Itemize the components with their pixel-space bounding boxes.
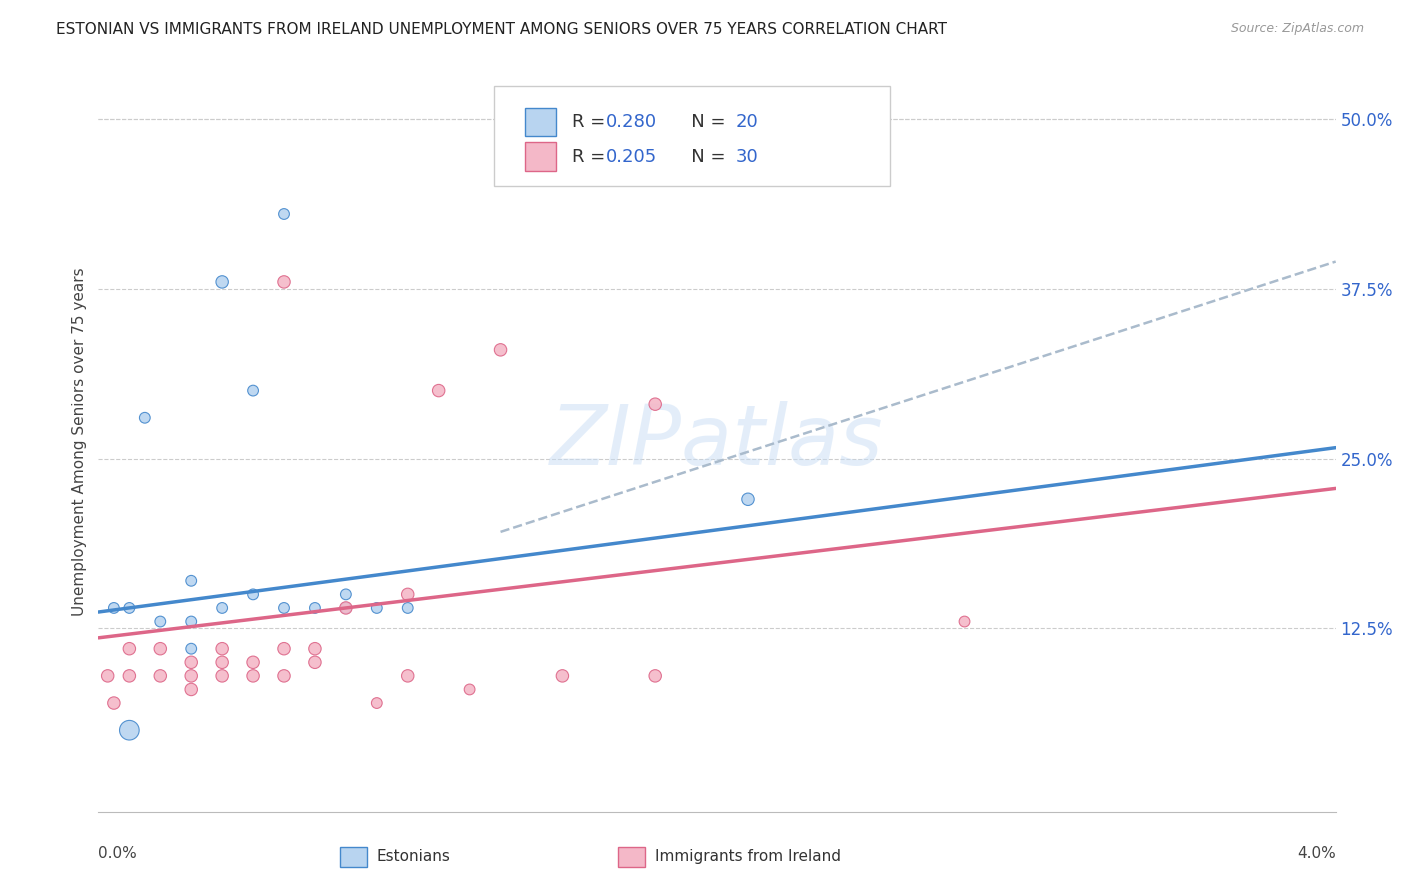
Text: 4.0%: 4.0% xyxy=(1296,846,1336,861)
Point xyxy=(489,343,512,357)
Text: 20: 20 xyxy=(735,112,758,131)
Point xyxy=(644,397,666,411)
Point xyxy=(644,669,666,683)
Point xyxy=(396,669,419,683)
Point xyxy=(211,601,233,615)
Point xyxy=(458,682,481,697)
Point xyxy=(97,669,120,683)
Point xyxy=(396,601,419,615)
Point xyxy=(242,655,264,669)
Point xyxy=(118,641,141,656)
Text: Source: ZipAtlas.com: Source: ZipAtlas.com xyxy=(1230,22,1364,36)
Point xyxy=(149,641,172,656)
Text: R =: R = xyxy=(572,112,612,131)
Point xyxy=(149,615,172,629)
Point xyxy=(242,384,264,398)
FancyBboxPatch shape xyxy=(526,108,557,136)
Text: ESTONIAN VS IMMIGRANTS FROM IRELAND UNEMPLOYMENT AMONG SENIORS OVER 75 YEARS COR: ESTONIAN VS IMMIGRANTS FROM IRELAND UNEM… xyxy=(56,22,948,37)
Point xyxy=(953,615,976,629)
Point xyxy=(304,655,326,669)
Point xyxy=(211,655,233,669)
Point xyxy=(304,641,326,656)
FancyBboxPatch shape xyxy=(619,847,645,867)
Point xyxy=(335,601,357,615)
Point xyxy=(427,384,450,398)
Point xyxy=(134,410,156,425)
Text: 30: 30 xyxy=(735,147,758,166)
Y-axis label: Unemployment Among Seniors over 75 years: Unemployment Among Seniors over 75 years xyxy=(72,268,87,615)
Text: R =: R = xyxy=(572,147,612,166)
Point xyxy=(149,669,172,683)
Point xyxy=(737,492,759,507)
Point xyxy=(335,601,357,615)
Point xyxy=(180,669,202,683)
Text: ZIPatlas: ZIPatlas xyxy=(550,401,884,482)
Point xyxy=(304,601,326,615)
Point xyxy=(211,641,233,656)
FancyBboxPatch shape xyxy=(526,143,557,170)
Point xyxy=(103,696,125,710)
Point xyxy=(118,669,141,683)
Text: 0.205: 0.205 xyxy=(606,147,657,166)
Point xyxy=(242,669,264,683)
Point xyxy=(273,275,295,289)
Point xyxy=(180,655,202,669)
Point xyxy=(273,601,295,615)
FancyBboxPatch shape xyxy=(495,87,890,186)
Text: Estonians: Estonians xyxy=(377,849,451,864)
Point xyxy=(180,615,202,629)
Point xyxy=(551,669,574,683)
Point xyxy=(396,587,419,601)
Text: N =: N = xyxy=(673,147,731,166)
Point xyxy=(273,669,295,683)
Text: Immigrants from Ireland: Immigrants from Ireland xyxy=(655,849,841,864)
Point xyxy=(180,574,202,588)
Point xyxy=(211,669,233,683)
Text: N =: N = xyxy=(673,112,731,131)
Point xyxy=(273,641,295,656)
Point xyxy=(103,601,125,615)
Point xyxy=(118,601,141,615)
Point xyxy=(118,723,141,738)
Point xyxy=(273,207,295,221)
Text: 0.0%: 0.0% xyxy=(98,846,138,861)
Text: 0.280: 0.280 xyxy=(606,112,657,131)
FancyBboxPatch shape xyxy=(340,847,367,867)
Point xyxy=(242,587,264,601)
Point xyxy=(180,641,202,656)
Point xyxy=(211,275,233,289)
Point xyxy=(180,682,202,697)
Point xyxy=(366,601,388,615)
Point xyxy=(366,696,388,710)
Point xyxy=(335,587,357,601)
